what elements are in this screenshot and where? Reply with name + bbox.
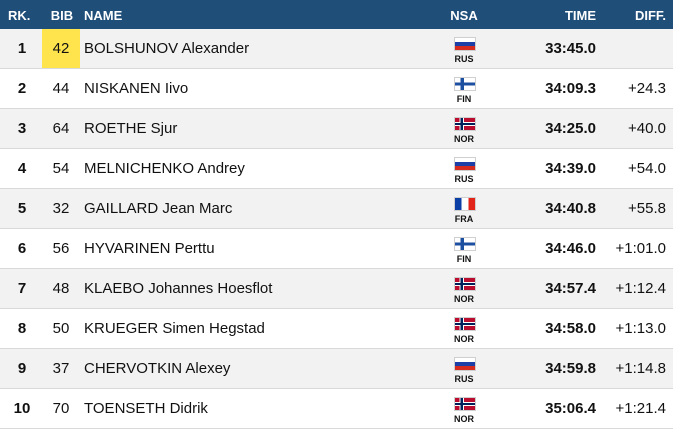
time-cell: 34:57.4 xyxy=(545,280,596,297)
fin-flag-icon xyxy=(454,237,476,251)
rank-cell: 10 xyxy=(13,400,31,417)
header-name: NAME xyxy=(84,8,123,23)
header-bib: BIB xyxy=(50,8,74,23)
nsa-code: RUS xyxy=(454,174,474,184)
rank-cell: 4 xyxy=(17,160,27,177)
rank-cell: 2 xyxy=(17,80,27,97)
nsa-code: RUS xyxy=(454,54,474,64)
nsa-code: RUS xyxy=(454,374,474,384)
nsa-code: NOR xyxy=(454,294,474,304)
nsa-code: FIN xyxy=(456,94,472,104)
athlete-name[interactable]: BOLSHUNOV Alexander xyxy=(84,40,250,57)
rus-flag-icon xyxy=(454,157,476,171)
nsa-cell: NOR xyxy=(436,109,492,148)
nsa-cell: RUS xyxy=(436,149,492,188)
nsa-code: FRA xyxy=(454,214,474,224)
rus-flag-icon xyxy=(454,37,476,51)
bib-cell: 64 xyxy=(52,120,70,137)
athlete-name[interactable]: TOENSETH Didrik xyxy=(84,400,208,417)
athlete-name[interactable]: KRUEGER Simen Hegstad xyxy=(84,320,265,337)
rank-cell: 7 xyxy=(17,280,27,297)
diff-cell: +1:21.4 xyxy=(615,400,666,417)
time-cell: 34:09.3 xyxy=(545,80,596,97)
table-row[interactable]: 9 37 CHERVOTKIN Alexey RUS 34:59.8 +1:14.8 xyxy=(0,349,673,389)
table-row[interactable]: 4 54 MELNICHENKO Andrey RUS 34:39.0 +54.0 xyxy=(0,149,673,189)
nsa-cell: FIN xyxy=(436,69,492,108)
bib-cell: 32 xyxy=(52,200,70,217)
nsa-cell: FRA xyxy=(436,189,492,228)
athlete-name[interactable]: KLAEBO Johannes Hoesflot xyxy=(84,280,273,297)
time-cell: 34:39.0 xyxy=(545,160,596,177)
nor-flag-icon xyxy=(454,317,476,331)
header-rank: RK. xyxy=(8,8,31,23)
table-row[interactable]: 5 32 GAILLARD Jean Marc FRA 34:40.8 +55.8 xyxy=(0,189,673,229)
table-row[interactable]: 2 44 NISKANEN Iivo FIN 34:09.3 +24.3 xyxy=(0,69,673,109)
rank-cell: 6 xyxy=(17,240,27,257)
bib-cell: 48 xyxy=(52,280,70,297)
nsa-code: NOR xyxy=(454,134,474,144)
rank-cell: 5 xyxy=(17,200,27,217)
diff-cell: +1:14.8 xyxy=(615,360,666,377)
athlete-name[interactable]: HYVARINEN Perttu xyxy=(84,240,215,257)
nsa-cell: RUS xyxy=(436,349,492,388)
time-cell: 34:40.8 xyxy=(545,200,596,217)
header-diff: DIFF. xyxy=(634,8,666,23)
bib-cell: 70 xyxy=(52,400,70,417)
nsa-code: NOR xyxy=(454,334,474,344)
nsa-code: NOR xyxy=(454,414,474,424)
header-time: TIME xyxy=(564,8,596,23)
nor-flag-icon xyxy=(454,277,476,291)
time-cell: 35:06.4 xyxy=(545,400,596,417)
fin-flag-icon xyxy=(454,77,476,91)
athlete-name[interactable]: NISKANEN Iivo xyxy=(84,80,189,97)
table-row[interactable]: 6 56 HYVARINEN Perttu FIN 34:46.0 +1:01.0 xyxy=(0,229,673,269)
table-row[interactable]: 7 48 KLAEBO Johannes Hoesflot NOR 34:57.4 +1:… xyxy=(0,269,673,309)
nor-flag-icon xyxy=(454,117,476,131)
nsa-code: FIN xyxy=(456,254,472,264)
rus-flag-icon xyxy=(454,357,476,371)
table-row[interactable]: 3 64 ROETHE Sjur NOR 34:25.0 +40.0 xyxy=(0,109,673,149)
athlete-name[interactable]: MELNICHENKO Andrey xyxy=(84,160,245,177)
nsa-cell: NOR xyxy=(436,269,492,308)
bib-cell: 37 xyxy=(52,360,70,377)
time-cell: 34:25.0 xyxy=(545,120,596,137)
bib-cell: 56 xyxy=(52,240,70,257)
diff-cell: +54.0 xyxy=(628,160,666,177)
rank-cell: 9 xyxy=(17,360,27,377)
diff-cell: +1:01.0 xyxy=(615,240,666,257)
bib-cell: 54 xyxy=(52,160,70,177)
nsa-cell: NOR xyxy=(436,309,492,348)
diff-cell: +55.8 xyxy=(628,200,666,217)
time-cell: 34:59.8 xyxy=(545,360,596,377)
table-row[interactable]: 8 50 KRUEGER Simen Hegstad NOR 34:58.0 +1:13.… xyxy=(0,309,673,349)
table-row[interactable]: 1 42 BOLSHUNOV Alexander RUS 33:45.0 xyxy=(0,29,673,69)
table-row[interactable]: 10 70 TOENSETH Didrik NOR 35:06.4 +1:21.4 xyxy=(0,389,673,429)
table-body: 1 42 BOLSHUNOV Alexander RUS 33:45.0 2 44 NISKA… xyxy=(0,29,673,429)
athlete-name[interactable]: ROETHE Sjur xyxy=(84,120,178,137)
nsa-cell: NOR xyxy=(436,389,492,428)
diff-cell: +1:12.4 xyxy=(615,280,666,297)
table-header: RK. BIB NAME NSA TIME DIFF. xyxy=(0,0,673,29)
rank-cell: 3 xyxy=(17,120,27,137)
athlete-name[interactable]: GAILLARD Jean Marc xyxy=(84,200,233,217)
fra-flag-icon xyxy=(454,197,476,211)
nsa-cell: FIN xyxy=(436,229,492,268)
nor-flag-icon xyxy=(454,397,476,411)
diff-cell: +40.0 xyxy=(628,120,666,137)
nsa-cell: RUS xyxy=(436,29,492,68)
time-cell: 34:58.0 xyxy=(545,320,596,337)
time-cell: 34:46.0 xyxy=(545,240,596,257)
time-cell: 33:45.0 xyxy=(545,40,596,57)
diff-cell: +1:13.0 xyxy=(615,320,666,337)
diff-cell: +24.3 xyxy=(628,80,666,97)
rank-cell: 8 xyxy=(17,320,27,337)
athlete-name[interactable]: CHERVOTKIN Alexey xyxy=(84,360,231,377)
header-nsa: NSA xyxy=(450,8,478,23)
bib-cell: 50 xyxy=(52,320,70,337)
diff-cell xyxy=(600,29,666,68)
bib-cell: 44 xyxy=(52,80,70,97)
bib-cell: 42 xyxy=(42,29,80,68)
rank-cell: 1 xyxy=(17,40,27,57)
